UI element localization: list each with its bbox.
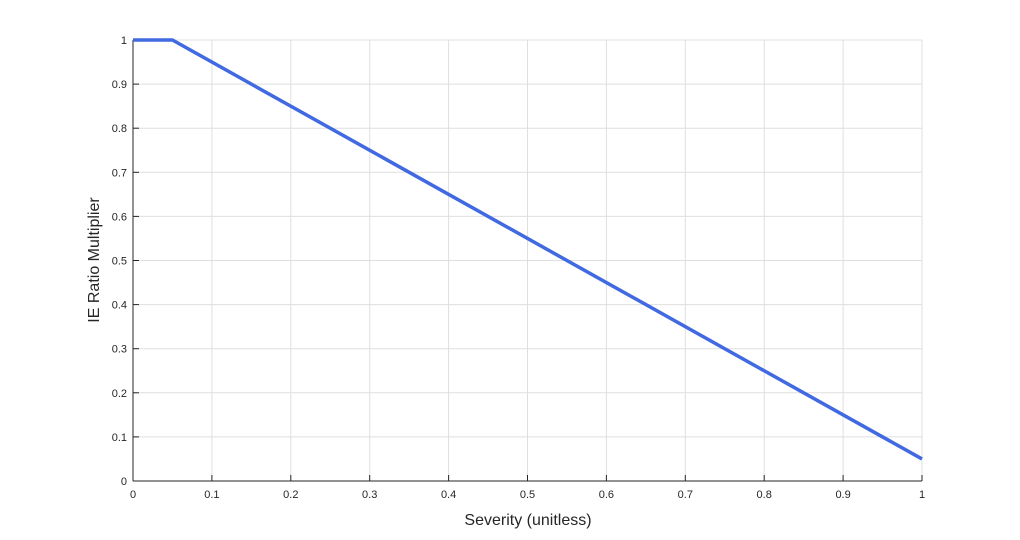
x-tick-label: 0.1	[204, 489, 219, 501]
x-tick-label: 0.2	[283, 489, 298, 501]
y-tick-label: 0	[121, 476, 127, 488]
x-tick-label: 0.3	[362, 489, 377, 501]
grid	[132, 39, 923, 482]
series-line	[133, 38, 923, 461]
y-tick-label: 0.9	[112, 79, 127, 91]
x-tick-label: 1	[919, 489, 925, 501]
x-tick-label: 0	[130, 489, 136, 501]
x-tick-label: 0.4	[441, 489, 456, 501]
y-tick-label: 0.6	[112, 211, 127, 223]
y-tick-label: 0.2	[112, 388, 127, 400]
y-tick-label: 0.3	[112, 344, 127, 356]
y-tick-label: 0.5	[112, 256, 127, 268]
x-tick-label: 0.7	[678, 489, 693, 501]
y-tick-label: 0.7	[112, 167, 127, 179]
x-tick-label: 0.6	[599, 489, 614, 501]
x-tick-label: 0.8	[757, 489, 772, 501]
x-tick-label: 0.9	[835, 489, 850, 501]
y-axis-title: IE Ratio Multiplier	[86, 197, 103, 323]
x-tick-label: 0.5	[520, 489, 535, 501]
axes	[132, 39, 923, 482]
y-tick-label: 0.8	[112, 123, 127, 135]
tick-labels: 0 0.1 0.2 0.3 0.4 0.5 0.6 0.7 0.8 0.9 1 0 0.1 0.2 0.3 0…	[112, 35, 925, 501]
x-axis-title: Severity (unitless)	[464, 512, 591, 529]
series-layer	[133, 38, 923, 461]
y-tick-label: 1	[121, 35, 127, 47]
y-tick-label: 0.1	[112, 432, 127, 444]
y-tick-label: 0.4	[112, 300, 127, 312]
